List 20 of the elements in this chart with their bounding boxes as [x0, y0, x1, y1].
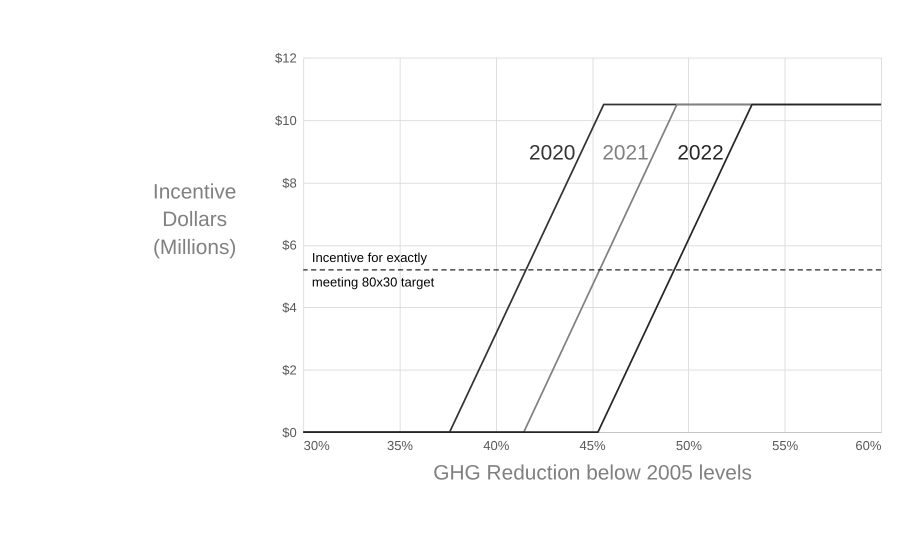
- x-tick-label: 55%: [772, 438, 799, 453]
- series-label: 2022: [677, 142, 724, 165]
- y-tick-label: $2: [282, 362, 297, 378]
- x-tick-label: 50%: [676, 438, 702, 453]
- y-tick-label: $0: [282, 424, 297, 440]
- x-axis-title: GHG Reduction below 2005 levels: [433, 462, 752, 485]
- y-axis-title: Incentive Dollars (Millions): [152, 180, 236, 260]
- x-tick-label: 30%: [304, 438, 330, 453]
- y-tick-label: $4: [282, 300, 297, 316]
- y-tick-label: $10: [275, 112, 297, 128]
- x-tick-label: 45%: [580, 438, 606, 453]
- x-tick-label: 60%: [855, 438, 882, 453]
- y-tick-label: $6: [282, 238, 297, 253]
- x-tick-label: 35%: [386, 438, 414, 453]
- y-tick-label: $12: [275, 50, 297, 66]
- y-tick-label: $8: [282, 175, 297, 190]
- x-tick-label: 40%: [483, 438, 510, 453]
- series-label: 2020: [529, 142, 576, 165]
- ref-line-label: Incentive for exactly meeting 80x30 target: [312, 250, 435, 290]
- series-label: 2021: [602, 142, 649, 165]
